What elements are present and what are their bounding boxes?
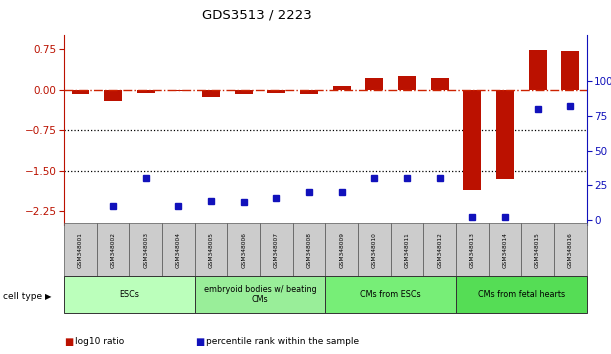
- Text: log10 ratio: log10 ratio: [75, 337, 124, 346]
- Bar: [325, 276, 456, 313]
- Text: CMs from fetal hearts: CMs from fetal hearts: [478, 290, 565, 299]
- Bar: [71, 90, 89, 94]
- Text: GSM348008: GSM348008: [307, 233, 312, 268]
- Text: ■: ■: [196, 337, 205, 347]
- Bar: [398, 76, 416, 90]
- Bar: [202, 90, 220, 97]
- Text: CMs from ESCs: CMs from ESCs: [360, 290, 421, 299]
- Bar: [195, 223, 227, 278]
- Bar: [162, 223, 195, 278]
- Bar: [333, 86, 351, 90]
- Text: GSM348013: GSM348013: [470, 233, 475, 268]
- Bar: [562, 51, 579, 90]
- Bar: [431, 78, 448, 90]
- Text: GDS3513 / 2223: GDS3513 / 2223: [202, 9, 312, 22]
- Bar: [489, 223, 521, 278]
- Bar: [463, 90, 481, 190]
- Text: GSM348014: GSM348014: [502, 233, 507, 268]
- Text: GSM348005: GSM348005: [208, 233, 214, 268]
- Bar: [235, 90, 253, 94]
- Text: ▶: ▶: [45, 292, 51, 301]
- Bar: [496, 90, 514, 179]
- Text: cell type: cell type: [3, 292, 42, 301]
- Bar: [521, 223, 554, 278]
- Bar: [260, 223, 293, 278]
- Text: GSM348016: GSM348016: [568, 233, 573, 268]
- Bar: [97, 223, 130, 278]
- Text: GSM348001: GSM348001: [78, 233, 83, 268]
- Bar: [64, 223, 97, 278]
- Text: GSM348009: GSM348009: [339, 233, 344, 268]
- Text: ESCs: ESCs: [120, 290, 139, 299]
- Bar: [64, 276, 195, 313]
- Text: percentile rank within the sample: percentile rank within the sample: [206, 337, 359, 346]
- Text: embryoid bodies w/ beating
CMs: embryoid bodies w/ beating CMs: [203, 285, 316, 304]
- Bar: [293, 223, 325, 278]
- Bar: [104, 90, 122, 101]
- Text: GSM348006: GSM348006: [241, 233, 246, 268]
- Text: GSM348010: GSM348010: [372, 233, 377, 268]
- Text: GSM348004: GSM348004: [176, 233, 181, 268]
- Bar: [529, 50, 547, 90]
- Text: GSM348012: GSM348012: [437, 233, 442, 268]
- Bar: [195, 276, 325, 313]
- Bar: [325, 223, 358, 278]
- Bar: [268, 90, 285, 93]
- Text: GSM348003: GSM348003: [144, 233, 148, 268]
- Bar: [169, 90, 188, 91]
- Bar: [554, 223, 587, 278]
- Bar: [358, 223, 390, 278]
- Text: GSM348007: GSM348007: [274, 233, 279, 268]
- Text: ■: ■: [64, 337, 73, 347]
- Bar: [300, 90, 318, 94]
- Bar: [390, 223, 423, 278]
- Text: GSM348011: GSM348011: [404, 233, 409, 268]
- Bar: [456, 276, 587, 313]
- Bar: [423, 223, 456, 278]
- Bar: [456, 223, 489, 278]
- Bar: [227, 223, 260, 278]
- Text: GSM348002: GSM348002: [111, 233, 115, 268]
- Bar: [137, 90, 155, 93]
- Bar: [365, 78, 383, 90]
- Bar: [130, 223, 162, 278]
- Text: GSM348015: GSM348015: [535, 233, 540, 268]
